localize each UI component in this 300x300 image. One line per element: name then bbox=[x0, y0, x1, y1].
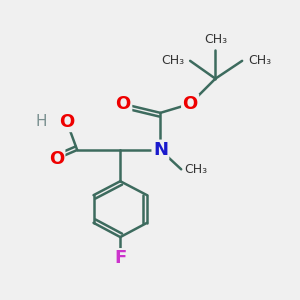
Text: CH₃: CH₃ bbox=[248, 54, 271, 67]
Text: CH₃: CH₃ bbox=[184, 163, 207, 176]
Text: O: O bbox=[49, 150, 64, 168]
Text: F: F bbox=[114, 250, 126, 268]
Text: H: H bbox=[36, 114, 47, 129]
Text: O: O bbox=[116, 95, 131, 113]
Text: O: O bbox=[59, 113, 74, 131]
Text: N: N bbox=[153, 141, 168, 159]
Text: CH₃: CH₃ bbox=[204, 33, 227, 46]
Text: CH₃: CH₃ bbox=[161, 54, 184, 67]
Text: O: O bbox=[182, 95, 198, 113]
